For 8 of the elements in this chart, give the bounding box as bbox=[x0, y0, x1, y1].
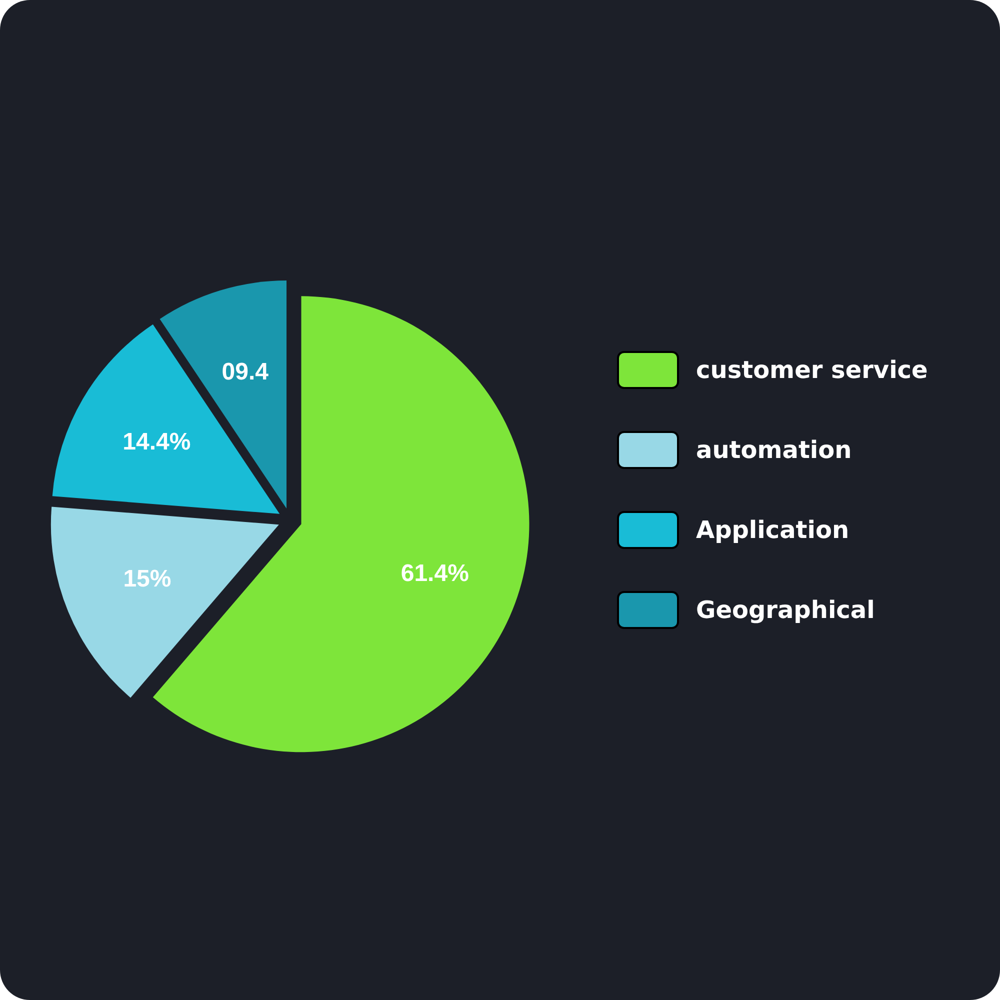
data-label: 14.4% bbox=[122, 428, 191, 456]
data-label: 15% bbox=[123, 566, 172, 593]
legend-label: automation bbox=[696, 436, 852, 464]
legend-label: customer service bbox=[696, 356, 928, 384]
data-label: 61.4% bbox=[400, 560, 469, 588]
data-label: 09.4 bbox=[222, 358, 270, 386]
legend-label: Application bbox=[696, 516, 850, 544]
legend-label: Geographical bbox=[696, 596, 875, 624]
